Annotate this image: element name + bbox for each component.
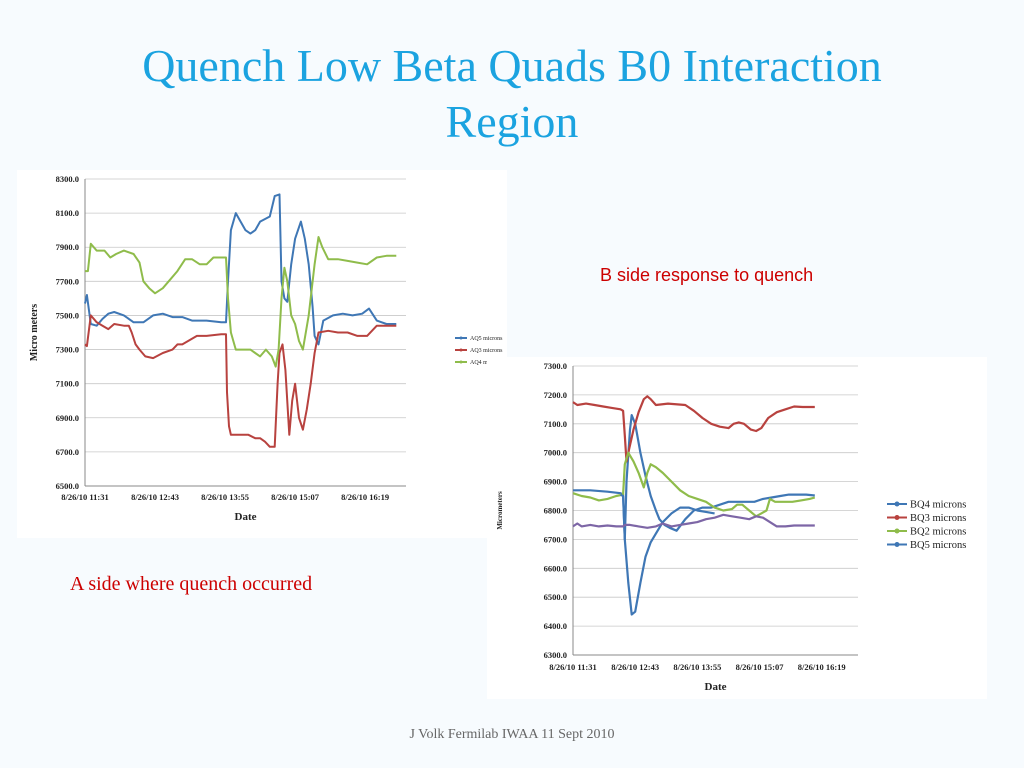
legend-entry: BQ4 microns [910,500,966,511]
chart-a-panel: 6500.0 6700.0 6900.0 7100.0 7300.0 7500.0 7700… [17,170,507,538]
legend-marker [894,528,900,534]
legend-entry: AQ4 microns [470,360,503,366]
x-tick-label: 8/26/10 12:43 [611,662,659,672]
series-line [573,414,815,541]
legend-entry: BQ5 microns [910,540,966,551]
y-tick-label: 6500.0 [56,481,79,491]
x-tick-label: 8/26/10 13:55 [201,492,249,502]
y-tick-label: 7900.0 [56,242,79,252]
x-axis-label: Date [235,511,257,523]
x-tick-label: 8/26/10 16:19 [798,662,846,672]
legend-marker [459,348,463,352]
y-tick-label: 7700.0 [56,276,79,286]
series-line [84,193,397,346]
y-tick-label: 6900.0 [56,413,79,423]
series-line [572,395,815,463]
y-tick-label: 6300.0 [544,650,567,660]
chart-a: 6500.0 6700.0 6900.0 7100.0 7300.0 7500.0 7700… [29,174,503,523]
x-tick-label: 8/26/10 12:43 [131,492,179,502]
y-tick-label: 7200.0 [544,390,567,400]
y-tick-label: 6700.0 [56,447,79,457]
y-tick-label: 7000.0 [544,448,567,458]
chart-b: 6300.0 6400.0 6500.0 6600.0 6700.0 6800.0 6900… [496,361,966,693]
x-axis-label: Date [705,681,727,693]
y-tick-label: 7100.0 [544,419,567,429]
y-tick-label: 6400.0 [544,621,567,631]
x-tick-label: 8/26/10 11:31 [549,662,596,672]
x-tick-label: 8/26/10 13:55 [673,662,721,672]
slide-title: Quench Low Beta Quads B0 Interaction Reg… [0,38,1024,150]
x-tick-label: 8/26/10 15:07 [736,662,785,672]
legend-marker [894,542,900,547]
y-tick-label: 8300.0 [56,174,79,184]
y-tick-label: 7100.0 [56,379,79,389]
legend-marker [894,501,900,507]
footer-credit: J Volk Fermilab IWAA 11 Sept 2010 [409,727,615,742]
series-line [572,513,815,529]
caption-a-side: A side where quench occurred [70,573,313,595]
chart-b-panel: 6300.0 6400.0 6500.0 6600.0 6700.0 6800.0 6900… [487,357,987,699]
slide-title-line1: Quench Low Beta Quads B0 Interaction [142,40,882,91]
y-tick-label: 7300.0 [56,345,79,355]
y-axis-label: Micro meters [29,304,40,361]
y-tick-label: 6500.0 [544,592,567,602]
x-tick-label: 8/26/10 11:31 [61,492,108,502]
x-tick-label: 8/26/10 16:19 [341,492,389,502]
legend-entry: AQ3 microns [470,348,503,354]
legend-marker [894,515,900,520]
series-line [85,236,397,368]
y-axis-label: Micrometers [496,491,504,530]
y-tick-label: 6900.0 [544,477,567,487]
y-tick-label: 7300.0 [544,361,567,371]
legend-entry: AQ5 microns [470,336,503,342]
series-line [84,314,397,448]
y-tick-label: 6600.0 [544,563,567,573]
series-line [572,451,816,518]
slide-title-line2: Region [445,96,579,147]
y-tick-label: 8100.0 [56,208,79,218]
series-line [619,493,715,616]
caption-b-side: B side response to quench [600,265,814,285]
y-tick-label: 6700.0 [544,534,567,544]
y-tick-label: 7500.0 [56,310,79,320]
legend-marker [459,360,463,364]
x-tick-label: 8/26/10 15:07 [271,492,320,502]
y-tick-label: 6800.0 [544,506,567,516]
legend-entry: BQ2 microns [910,527,966,538]
legend-marker [459,336,463,340]
legend-entry: BQ3 microns [910,513,966,524]
